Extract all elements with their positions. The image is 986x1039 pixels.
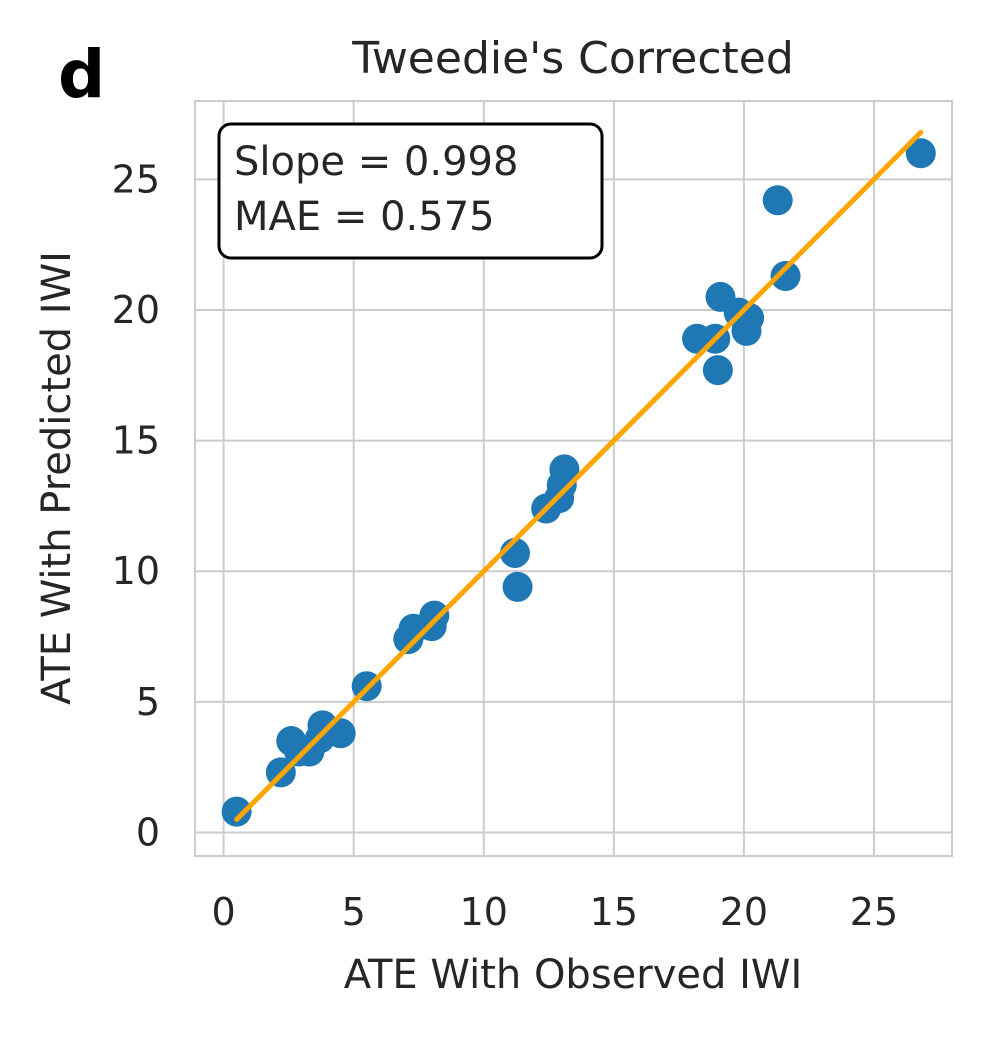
y-tick-label: 25	[112, 157, 160, 201]
slope-text: Slope = 0.998	[234, 139, 518, 185]
x-tick-label: 0	[212, 890, 236, 934]
y-tick-label: 20	[112, 288, 160, 332]
data-point	[549, 454, 580, 485]
x-axis-label: ATE With Observed IWI	[344, 952, 803, 998]
y-tick-label: 5	[136, 680, 160, 724]
x-tick-label: 5	[342, 890, 366, 934]
data-point	[419, 600, 450, 631]
x-tick-labels: 0 5 10 15 20 25	[212, 890, 899, 934]
stats-box-frame	[217, 122, 604, 260]
plot-frame	[194, 100, 953, 857]
fit-line	[234, 129, 924, 822]
data-point	[770, 261, 801, 292]
y-tick-label: 10	[112, 549, 160, 593]
data-point	[502, 571, 533, 602]
stats-box: Slope = 0.998 MAE = 0.575	[217, 122, 604, 260]
x-tick-label: 20	[720, 890, 768, 934]
x-tick-label: 25	[850, 890, 898, 934]
y-tick-label: 15	[112, 419, 160, 463]
panel-label: d	[58, 36, 105, 113]
y-axis-label: ATE With Predicted IWI	[34, 251, 80, 705]
y-tick-label: 0	[136, 810, 160, 854]
x-tick-label: 15	[590, 890, 638, 934]
y-tick-labels: 0 5 10 15 20 25	[112, 157, 160, 854]
x-tick-label: 10	[460, 890, 508, 934]
data-point	[702, 355, 733, 386]
data-point	[905, 138, 936, 169]
chart-title: Tweedie's Corrected	[351, 33, 794, 84]
mae-text: MAE = 0.575	[234, 194, 495, 240]
data-point	[762, 185, 793, 216]
data-point	[221, 796, 252, 827]
